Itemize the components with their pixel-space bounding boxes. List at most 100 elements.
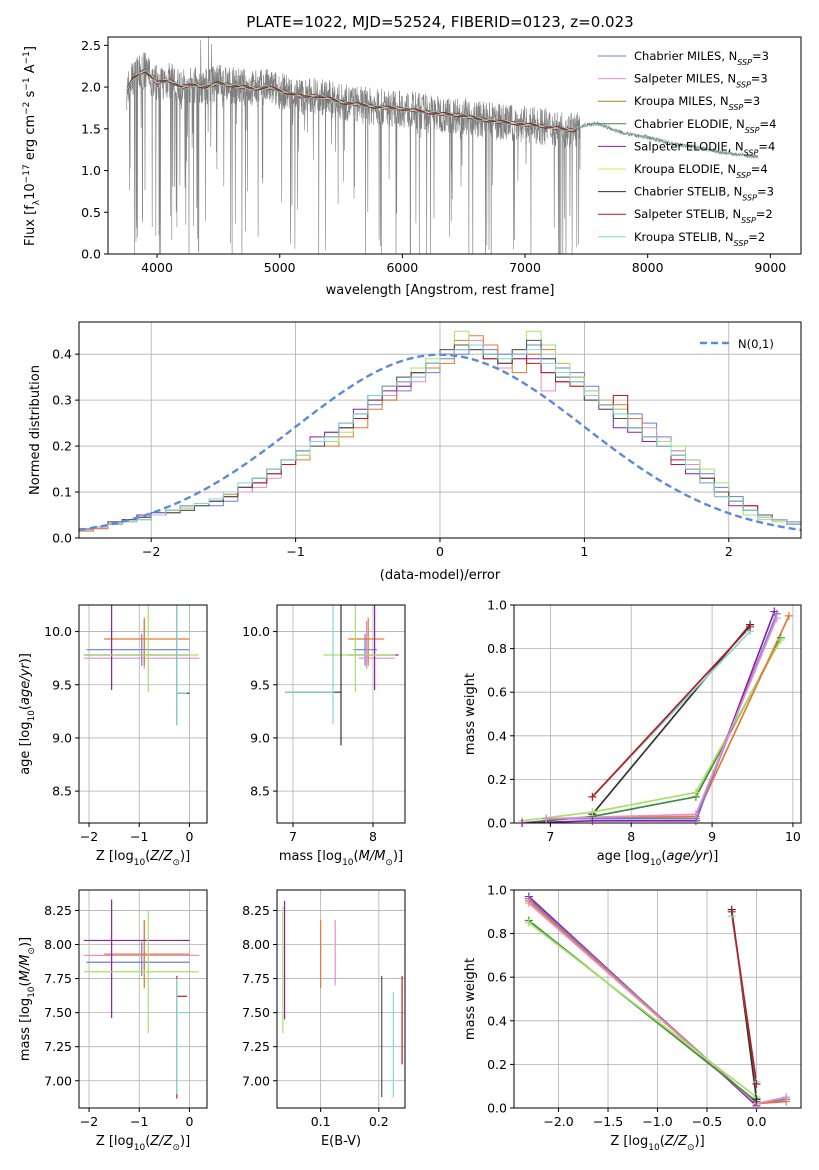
- y-tick-label: 7.50: [44, 1005, 72, 1020]
- weight-series-line: [521, 639, 782, 822]
- label-part: )]: [18, 653, 33, 663]
- legend-text: =2: [756, 207, 773, 221]
- weight-marker: [772, 614, 781, 623]
- y-axis-label: mass [log10(M/M⊙)]: [18, 937, 37, 1061]
- label-part: (: [18, 705, 33, 710]
- label-part: ]: [23, 46, 38, 51]
- y-tick-label: 7.75: [44, 971, 72, 986]
- weight-marker: [776, 635, 785, 644]
- x-axis-label: Z [log10(Z/Z⊙)]: [610, 1134, 704, 1153]
- label-part: 10: [648, 1143, 660, 1153]
- legend-text: Chabrier STELIB, N: [634, 185, 742, 199]
- label-part: Z/Z: [149, 849, 173, 864]
- y-tick-label: 0.2: [487, 772, 507, 787]
- x-tick-label: 7000: [509, 260, 541, 275]
- label-part: mass [log: [279, 849, 342, 864]
- x-tick-label: −1: [286, 544, 304, 559]
- legend-text: Chabrier MILES, N: [634, 49, 737, 63]
- plot-area: [282, 900, 403, 1098]
- y-tick-label: 10.0: [44, 624, 72, 639]
- legend-text: =3: [751, 72, 768, 86]
- legend-text: =3: [743, 94, 760, 108]
- y-tick-label: 0.6: [487, 970, 507, 985]
- x-tick-label: 10: [785, 829, 801, 844]
- y-tick-label: 2.5: [81, 38, 101, 53]
- age-vs-mass-chart: 7 8 8.5 9.0 9.5 10.0 mass [log10(M/M⊙)]: [242, 604, 406, 868]
- label-part: age [log: [597, 849, 650, 864]
- legend-text: Salpeter MILES, N: [634, 72, 736, 86]
- x-tick-label: 1: [580, 544, 588, 559]
- weight-marker: [752, 1080, 761, 1089]
- x-tick-label: −1: [130, 1114, 148, 1129]
- label-part: mass [log: [18, 998, 33, 1061]
- axes-frame: [276, 889, 406, 1109]
- x-tick-label: −0.5: [692, 1114, 722, 1129]
- x-tick-label: 0.1: [311, 1114, 331, 1129]
- legend-sub: SSP: [742, 193, 757, 202]
- axes-frame: [78, 889, 208, 1109]
- y-tick-label: 9.0: [52, 730, 72, 745]
- y-tick-label: 0.4: [487, 1013, 507, 1028]
- model-spectrum-line: [127, 69, 758, 158]
- label-part: Z [log: [96, 849, 134, 864]
- y-tick-label: 0.4: [52, 347, 72, 362]
- x-tick-label: 0.0: [747, 1114, 767, 1129]
- plot-area: [126, 37, 759, 254]
- legend-entry: Chabrier MILES, NSSP=3: [634, 49, 769, 67]
- mass-vs-reddening-chart: 0.1 0.2 7.00 7.25 7.50 7.75 8.00 8.25 E(B-V): [242, 889, 406, 1149]
- plot-area: [285, 605, 399, 746]
- model-spectrum-line: [127, 72, 577, 133]
- y-axis-label: mass weight: [463, 673, 478, 755]
- legend-entry: N(0,1): [738, 337, 774, 351]
- axes-frame: [78, 604, 208, 824]
- chart-title: PLATE=1022, MJD=52524, FIBERID=0123, z=0…: [246, 13, 633, 31]
- x-axis-label: Z [log10(Z/Z⊙)]: [96, 1134, 190, 1153]
- y-tick-label: 1.0: [81, 163, 101, 178]
- label-part: −17: [22, 164, 32, 183]
- label-part: 10: [650, 858, 662, 868]
- x-tick-label: 0: [185, 829, 193, 844]
- legend-entry: Salpeter MILES, NSSP=3: [634, 72, 768, 90]
- legend-sub: SSP: [745, 125, 760, 134]
- axes-frame: [276, 604, 406, 824]
- label-part: λ: [32, 199, 42, 205]
- legend-entry: Kroupa ELODIE, NSSP=4: [634, 162, 768, 180]
- y-tick-label: 0.0: [487, 816, 507, 831]
- y-tick-label: 7.25: [242, 1039, 270, 1054]
- label-part: 10: [27, 710, 37, 722]
- legend-entry: Kroupa STELIB, NSSP=2: [634, 230, 765, 248]
- x-tick-label: 8: [627, 829, 635, 844]
- axes-frame: [107, 36, 802, 255]
- label-part: ⊙: [27, 947, 37, 955]
- y-tick-label: 0.1: [52, 485, 72, 500]
- x-axis-label: wavelength [Angstrom, rest frame]: [326, 283, 555, 298]
- label-part: )]: [180, 849, 190, 864]
- weight-series-line: [730, 911, 758, 1085]
- label-part: 10: [23, 183, 38, 200]
- weight-series-line: [591, 626, 751, 798]
- plot-area: [84, 899, 200, 1099]
- weight-marker: [524, 918, 533, 927]
- label-part: ⊙: [385, 858, 393, 868]
- y-tick-label: 0.3: [52, 393, 72, 408]
- weight-marker: [691, 788, 700, 797]
- x-tick-label: 8: [369, 829, 377, 844]
- y-axis-label: Normed distribution: [28, 365, 43, 495]
- label-part: )]: [18, 937, 33, 947]
- y-tick-label: 0.0: [81, 247, 101, 262]
- weight-marker: [588, 816, 597, 825]
- legend-text: =3: [752, 49, 769, 63]
- legend-sub: SSP: [736, 80, 751, 89]
- y-tick-label: 7.50: [242, 1005, 270, 1020]
- normal-curve: [79, 353, 801, 532]
- weight-marker: [691, 810, 700, 819]
- y-tick-label: 9.0: [250, 730, 270, 745]
- label-part: ⊙: [687, 1143, 695, 1153]
- weight-series-line: [522, 637, 782, 823]
- label-part: )]: [180, 1134, 190, 1149]
- weight-marker: [727, 907, 736, 916]
- y-tick-label: 8.5: [250, 784, 270, 799]
